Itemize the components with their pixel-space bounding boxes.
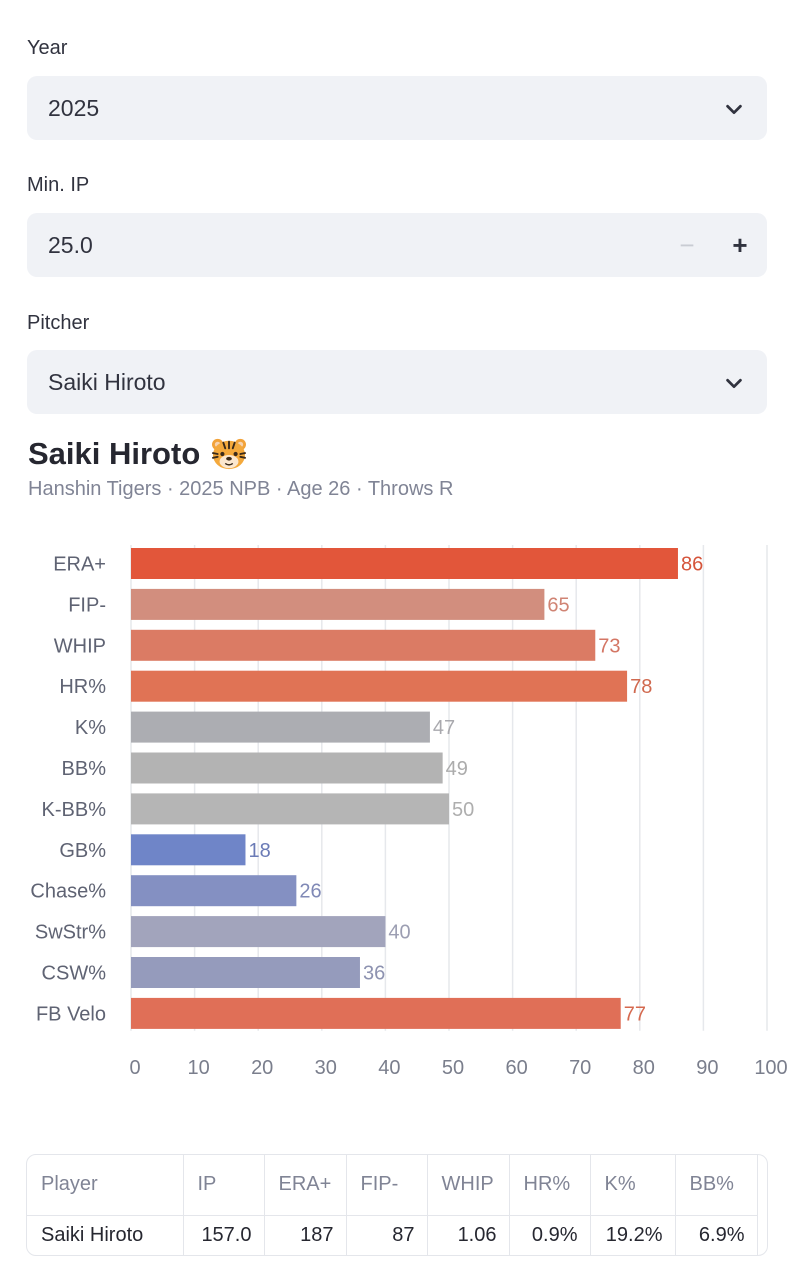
category-label: Chase% xyxy=(30,881,106,903)
value-label: 78 xyxy=(630,676,652,698)
column-header[interactable]: ERA+ xyxy=(264,1155,347,1216)
value-label: 40 xyxy=(388,922,410,944)
x-tick-label: 80 xyxy=(633,1057,655,1079)
x-tick-label: 20 xyxy=(251,1057,273,1079)
player-name: Saiki Hiroto xyxy=(28,436,201,471)
x-tick-label: 100 xyxy=(754,1057,787,1079)
bar xyxy=(131,997,621,1029)
category-label: FB Velo xyxy=(36,1003,106,1025)
category-label: ERA+ xyxy=(53,554,106,576)
table-cell: 157.0 xyxy=(183,1215,265,1255)
category-label: WHIP xyxy=(54,635,106,657)
min-ip-value: 25.0 xyxy=(48,231,93,258)
x-tick-label: 10 xyxy=(187,1057,209,1079)
year-value: 2025 xyxy=(48,94,100,121)
column-header[interactable]: Player xyxy=(27,1155,184,1216)
chevron-down-icon xyxy=(726,104,742,115)
value-label: 36 xyxy=(363,963,385,985)
table-cell: 1.06 xyxy=(427,1215,510,1255)
category-label: GB% xyxy=(59,840,106,862)
min-ip-label: Min. IP xyxy=(27,174,90,196)
bar xyxy=(131,588,545,620)
category-label: CSW% xyxy=(42,963,107,985)
table-cell: 6.9% xyxy=(675,1215,758,1255)
table-cell: 0.9% xyxy=(509,1215,591,1255)
bar xyxy=(131,670,628,702)
category-label: FIP- xyxy=(68,594,106,616)
value-label: 65 xyxy=(547,594,569,616)
category-label: SwStr% xyxy=(35,922,106,944)
column-header[interactable]: WHIP xyxy=(427,1155,510,1216)
x-tick-label: 50 xyxy=(442,1057,464,1079)
x-tick-label: 90 xyxy=(696,1057,718,1079)
value-label: 77 xyxy=(624,1003,646,1025)
bar xyxy=(131,711,430,743)
increment-button[interactable]: + xyxy=(732,229,748,260)
decrement-button[interactable]: − xyxy=(679,229,695,260)
pitcher-label: Pitcher xyxy=(27,312,90,334)
value-label: 49 xyxy=(446,758,468,780)
tiger-icon xyxy=(212,438,247,470)
category-label: BB% xyxy=(62,758,107,780)
table-row[interactable]: Saiki Hiroto 157.0 187 87 1.06 0.9% 19.2% 6.9% xyxy=(27,1215,758,1255)
x-tick-label: 30 xyxy=(315,1057,337,1079)
player-title: Saiki Hiroto xyxy=(28,436,248,472)
pitcher-select[interactable]: Saiki Hiroto xyxy=(27,350,767,414)
bar xyxy=(131,834,246,866)
category-label: K-BB% xyxy=(42,799,107,821)
column-header[interactable]: K% xyxy=(590,1155,676,1216)
value-label: 50 xyxy=(452,799,474,821)
column-header[interactable]: FIP- xyxy=(346,1155,428,1216)
table-header-row: Player IP ERA+ FIP- WHIP HR% K% BB% xyxy=(27,1155,758,1216)
value-label: 86 xyxy=(681,554,703,576)
bar xyxy=(131,875,297,907)
column-header[interactable]: BB% xyxy=(675,1155,758,1216)
stats-table[interactable]: Player IP ERA+ FIP- WHIP HR% K% BB% Saiki Hirot… xyxy=(26,1154,768,1256)
year-label: Year xyxy=(27,37,68,59)
value-label: 47 xyxy=(433,717,455,739)
category-label: K% xyxy=(75,717,106,739)
x-tick-label: 0 xyxy=(129,1057,140,1079)
value-label: 26 xyxy=(299,881,321,903)
bar xyxy=(131,793,449,825)
year-select[interactable]: 2025 xyxy=(27,76,767,140)
x-tick-label: 70 xyxy=(569,1057,591,1079)
x-tick-label: 60 xyxy=(505,1057,527,1079)
bar xyxy=(131,752,443,784)
bar xyxy=(131,548,678,579)
column-header[interactable]: IP xyxy=(183,1155,265,1216)
table-cell: 87 xyxy=(346,1215,428,1255)
table-cell: 19.2% xyxy=(590,1215,676,1255)
min-ip-input[interactable]: 25.0 − + xyxy=(27,213,767,277)
player-subtitle: Hanshin Tigers · 2025 NPB · Age 26 · Thr… xyxy=(28,478,454,500)
category-label: HR% xyxy=(59,676,106,698)
bar xyxy=(131,957,360,988)
bar xyxy=(131,916,386,948)
bar xyxy=(131,629,596,661)
chevron-down-icon xyxy=(726,378,742,389)
value-label: 73 xyxy=(598,635,620,657)
table-cell: Saiki Hiroto xyxy=(27,1215,184,1255)
column-header[interactable]: HR% xyxy=(509,1155,591,1216)
value-label: 18 xyxy=(248,840,270,862)
table-cell: 187 xyxy=(264,1215,347,1255)
pitcher-value: Saiki Hiroto xyxy=(48,368,166,395)
percentile-bar-chart: ERA+ 86 FIP- 65 WHIP 73 HR% 78 K% 47 BB% 49 K-BB% 50 G… xyxy=(30,545,788,1079)
x-tick-label: 40 xyxy=(378,1057,400,1079)
